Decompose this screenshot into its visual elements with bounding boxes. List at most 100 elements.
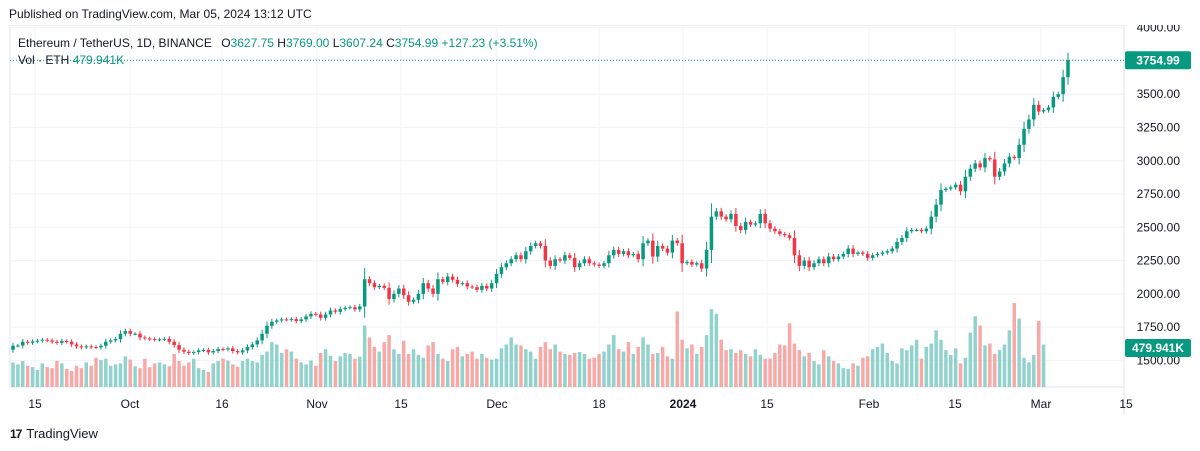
volume-bar	[1017, 318, 1021, 387]
candle-body	[455, 279, 460, 284]
symbol-title: Ethereum / TetherUS, 1D, BINANCE	[18, 36, 212, 50]
candle-body	[699, 263, 704, 269]
candle-body	[465, 283, 469, 287]
volume-bar	[89, 365, 93, 387]
volume-bar	[16, 364, 20, 387]
candle-body	[123, 331, 128, 334]
candle-body	[11, 345, 15, 350]
volume-bar	[240, 361, 245, 387]
volume-bar	[235, 366, 240, 387]
volume-bar	[914, 339, 919, 387]
volume-bar	[289, 351, 294, 387]
volume-bar	[670, 358, 675, 387]
candle-body	[934, 204, 938, 217]
volume-bar	[714, 313, 719, 387]
candle-body	[919, 229, 924, 232]
volume-bar	[397, 353, 401, 387]
volume-bar	[763, 358, 767, 387]
volume-bar	[743, 353, 748, 387]
candle-body	[714, 211, 719, 217]
candle-body	[450, 276, 455, 280]
candle-body	[1046, 107, 1051, 111]
candle-body	[558, 259, 562, 261]
volume-badge-text: 479.941K	[1132, 341, 1184, 355]
volume-bar	[45, 367, 49, 387]
price-chart[interactable]: 1500.001750.002000.002250.002500.002750.…	[0, 25, 1200, 415]
chart-container[interactable]: 1500.00 1750.00 2000.00 2250.00 2500.00 2750.…	[0, 25, 1200, 415]
volume-bar	[533, 358, 538, 387]
volume-bar	[367, 337, 372, 387]
volume-bar	[753, 349, 758, 387]
volume-bar	[148, 367, 152, 387]
candle-body	[729, 213, 733, 220]
candle-body	[963, 176, 968, 192]
candle-body	[284, 319, 289, 321]
volume-bar	[84, 362, 89, 387]
candle-body	[274, 320, 279, 322]
volume-bar	[382, 342, 386, 387]
candle-body	[792, 237, 797, 256]
volume-bar	[274, 344, 279, 387]
volume-bar	[1002, 344, 1007, 387]
volume-bar	[631, 353, 636, 387]
candle-body	[64, 341, 69, 343]
candle-body	[1027, 119, 1031, 129]
candle-body	[84, 346, 89, 348]
volume-bar	[953, 348, 958, 387]
candle-body	[25, 341, 30, 343]
volume-bar	[411, 349, 416, 387]
volume-bar	[201, 370, 206, 387]
volume-bar	[973, 316, 977, 387]
volume-bar	[74, 365, 79, 387]
ohlc-row: Ethereum / TetherUS, 1D, BINANCE O3627.7…	[18, 35, 538, 52]
x-tick-label: 2024	[670, 397, 697, 411]
volume-bar	[514, 344, 518, 387]
volume-bar	[963, 357, 968, 387]
volume-bar	[299, 362, 303, 387]
candle-body	[748, 221, 753, 225]
volume-bar	[865, 356, 870, 387]
volume-bar	[35, 370, 40, 387]
candle-body	[988, 158, 992, 160]
volume-bar	[50, 368, 54, 387]
volume-bar	[528, 351, 533, 387]
volume-bar	[138, 368, 142, 387]
volume-bar	[250, 361, 255, 387]
candle-body	[108, 340, 113, 342]
candle-body	[704, 249, 709, 269]
candle-body	[480, 285, 484, 290]
low-label: L	[332, 36, 340, 50]
candle-body	[182, 349, 186, 352]
tradingview-brand[interactable]: 17 TradingView	[10, 426, 98, 441]
candle-body	[797, 255, 802, 266]
candle-body	[35, 340, 40, 342]
candle-body	[152, 339, 157, 341]
volume-badge	[1125, 339, 1191, 357]
candle-body	[572, 257, 577, 268]
candle-body	[724, 216, 728, 220]
volume-bar	[636, 346, 640, 387]
candle-body	[431, 288, 435, 294]
volume-bar	[978, 325, 982, 387]
volume-bar	[509, 337, 513, 387]
volume-bar	[314, 365, 318, 387]
volume-bar	[1027, 362, 1031, 387]
x-tick-label: 16	[215, 397, 229, 411]
volume-bar	[519, 345, 523, 387]
candle-body	[499, 267, 504, 274]
volume-bar	[992, 353, 997, 387]
high-label: H	[277, 36, 286, 50]
volume-bar	[182, 365, 186, 387]
candle-body	[753, 223, 758, 225]
candle-body	[299, 319, 303, 322]
candle-body	[621, 251, 626, 254]
y-tick-label: 3250.00	[1137, 120, 1181, 134]
candle-body	[191, 352, 196, 354]
candle-body	[885, 251, 890, 253]
volume-bar	[11, 362, 15, 387]
candle-body	[50, 340, 54, 342]
candle-body	[719, 211, 723, 217]
volume-bar	[797, 350, 802, 387]
volume-bar	[909, 345, 914, 387]
candle-body	[1036, 104, 1041, 112]
